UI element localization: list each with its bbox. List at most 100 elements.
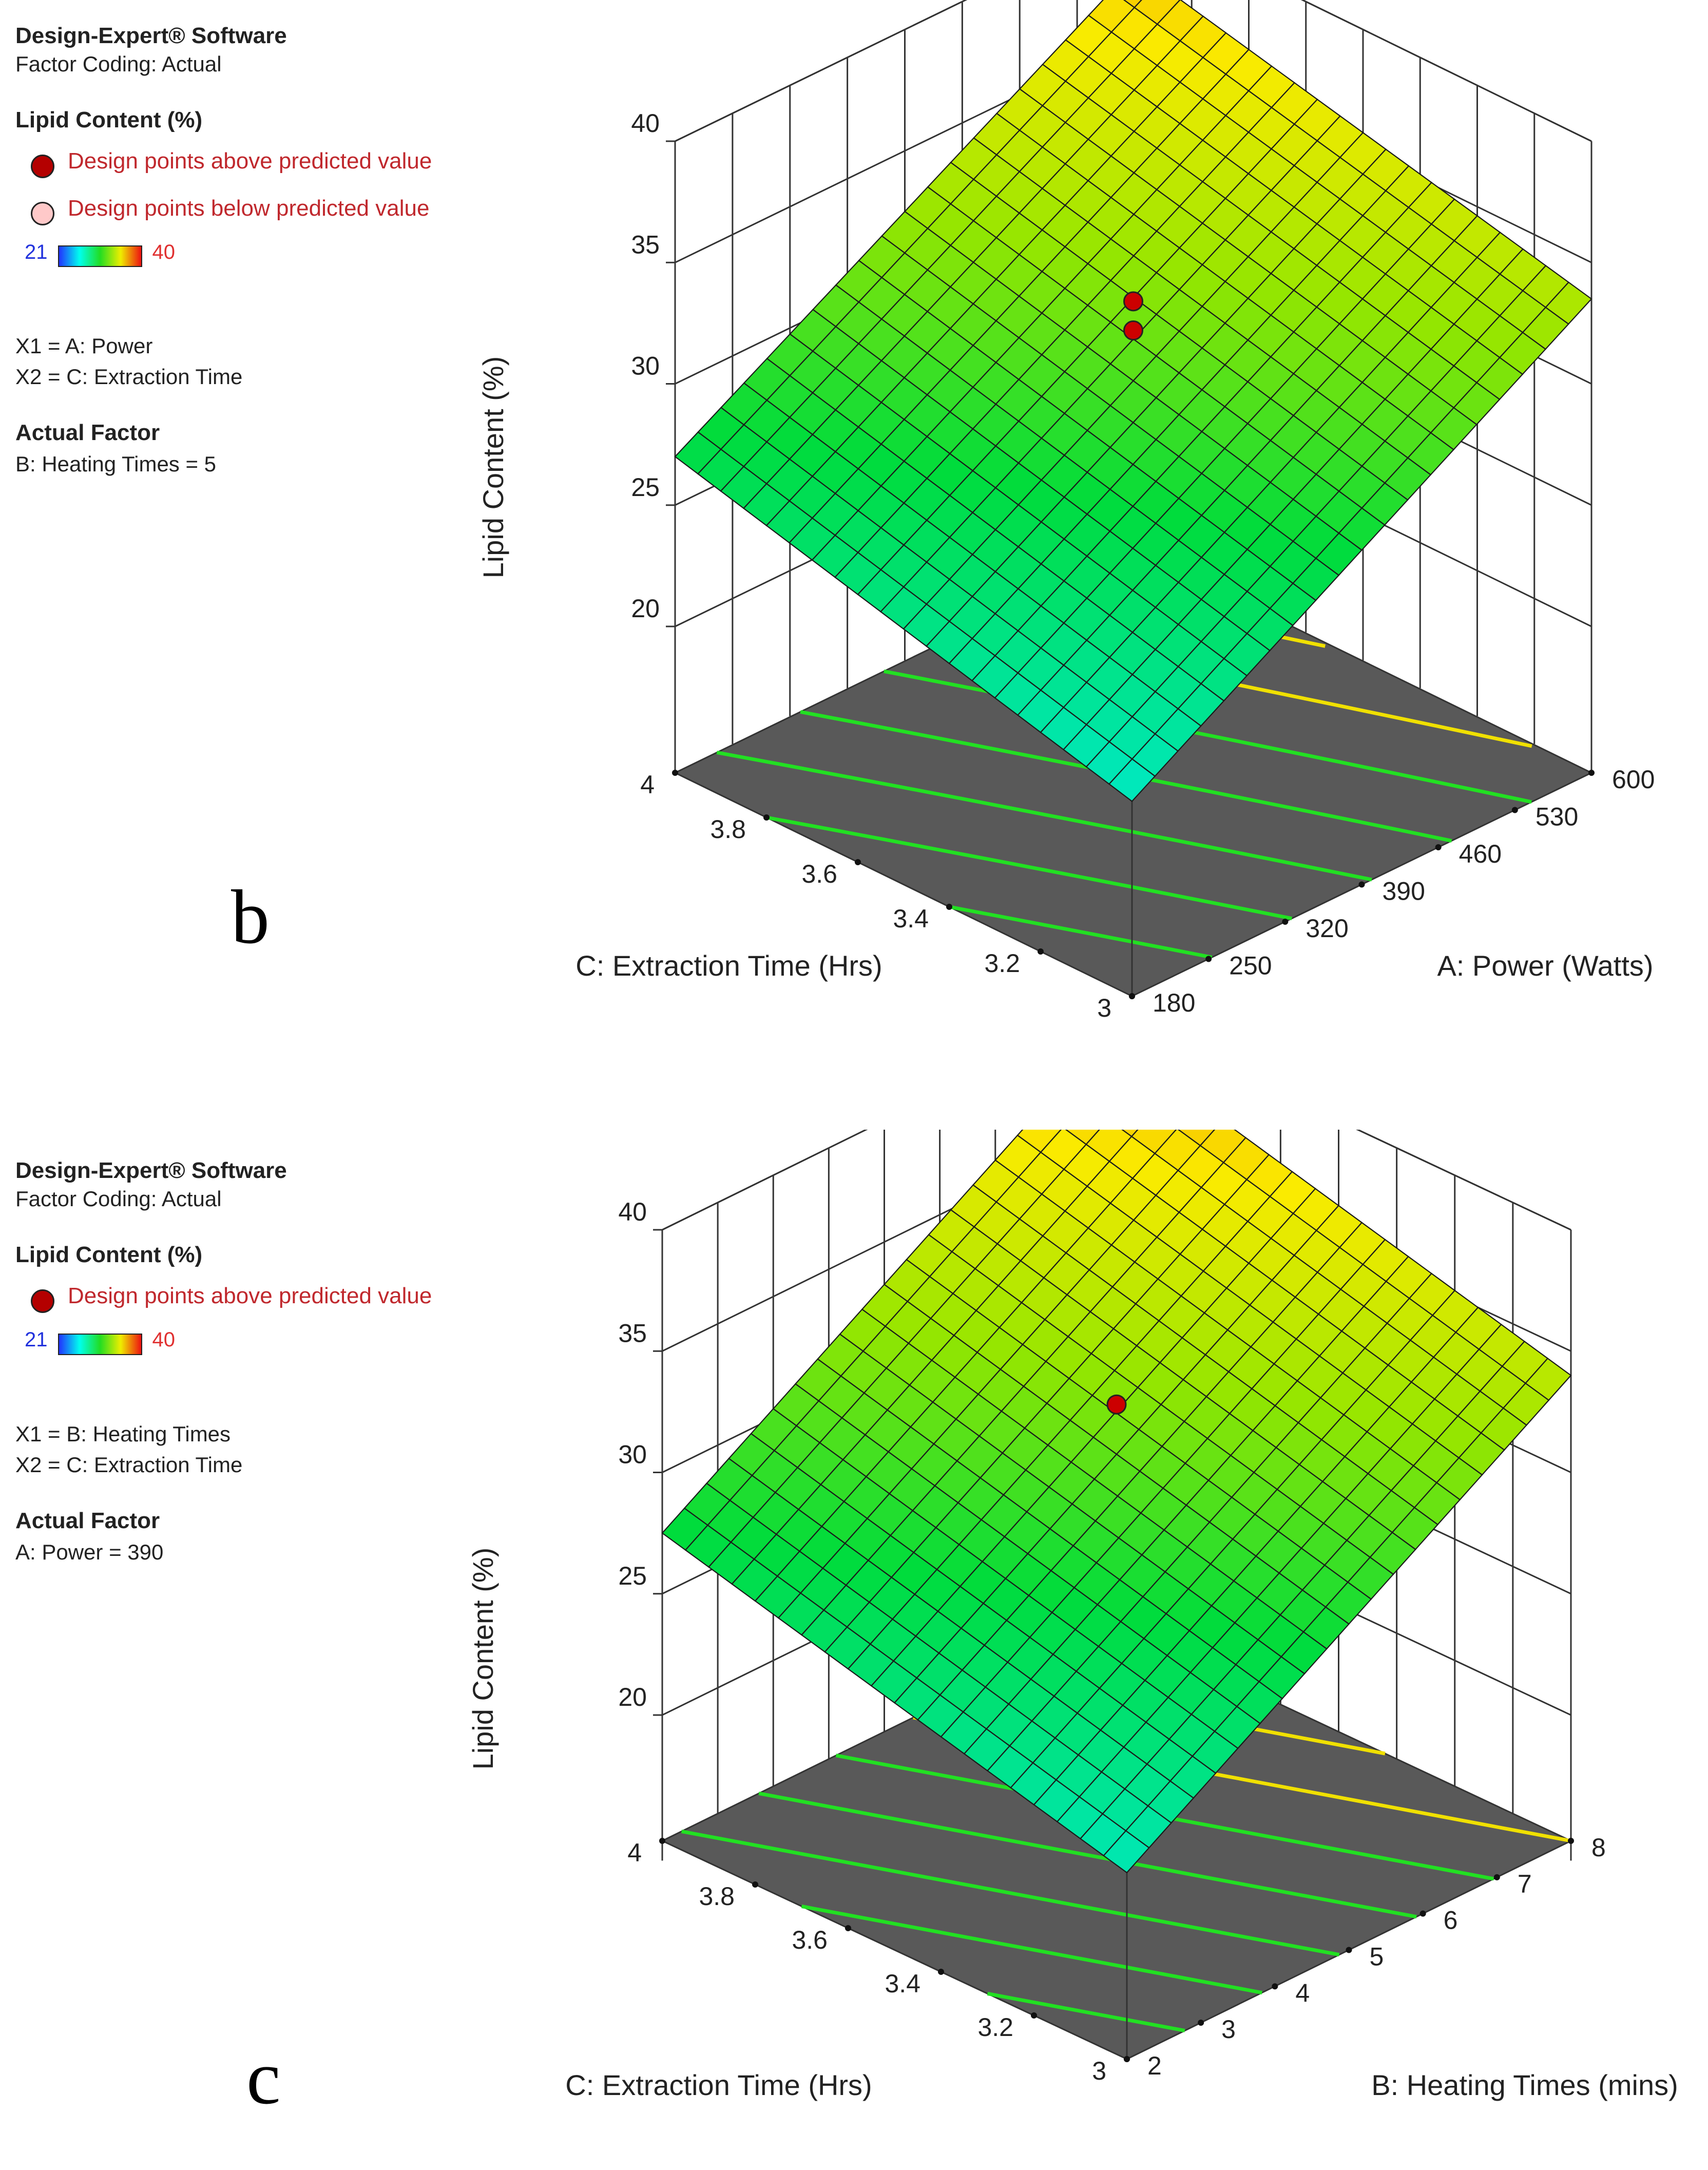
y-tick-label: 3.8 xyxy=(699,1882,735,1911)
z-tick-label: 20 xyxy=(631,594,660,623)
color-scale: 21 40 xyxy=(25,1328,432,1355)
x-tick xyxy=(1568,1838,1574,1844)
z-tick-label: 25 xyxy=(631,473,660,502)
contour-line xyxy=(681,1830,1340,1957)
legend-above-label: Design points above predicted value xyxy=(68,1283,432,1308)
x-tick xyxy=(1493,1874,1500,1880)
contour-line xyxy=(716,751,1372,882)
y-tick-label: 3.6 xyxy=(801,860,837,888)
z-axis-title: Lipid Content (%) xyxy=(467,1548,499,1770)
y-tick xyxy=(938,1969,944,1975)
x-axis-title: B: Heating Times (mins) xyxy=(1371,2069,1678,2101)
y-tick xyxy=(752,1881,758,1888)
surface-cell xyxy=(1121,1130,1139,1137)
wall-top-edge xyxy=(675,0,1592,142)
y-tick xyxy=(659,1838,665,1844)
panel-b: Design-Expert® Software Factor Coding: A… xyxy=(15,0,1655,1022)
x-tick xyxy=(1419,1910,1426,1917)
contour-line xyxy=(801,1905,1262,1995)
surface-cell xyxy=(1108,758,1156,802)
z-tick-label: 30 xyxy=(631,352,660,380)
x-tick xyxy=(1205,956,1212,962)
x2-label: X2 = C: Extraction Time xyxy=(15,365,243,389)
y-tick xyxy=(855,859,861,865)
actual-factor: A: Power = 390 xyxy=(15,1539,164,1564)
legend-below-label: Design points below predicted value xyxy=(68,195,430,221)
x-tick-label: 3 xyxy=(1221,2015,1236,2044)
color-scale: 21 40 xyxy=(25,241,432,268)
x-tick-label: 180 xyxy=(1153,988,1195,1017)
x-tick-label: 2 xyxy=(1147,2051,1162,2080)
y-tick-label: 4 xyxy=(627,1838,642,1867)
x-tick xyxy=(1198,2020,1204,2026)
z-tick-label: 20 xyxy=(618,1683,647,1711)
y-tick xyxy=(1038,948,1044,955)
surface-cell xyxy=(1123,0,1142,9)
color-max: 40 xyxy=(152,240,176,263)
color-gradient xyxy=(57,1333,142,1355)
x-tick xyxy=(1272,1983,1278,1990)
x-tick xyxy=(1358,881,1365,888)
x-tick-label: 600 xyxy=(1612,765,1655,794)
legend-above: Design points above predicted value xyxy=(31,1283,432,1313)
y-tick-label: 3.8 xyxy=(710,815,746,844)
x-tick-label: 6 xyxy=(1444,1906,1458,1935)
x2-label: X2 = C: Extraction Time xyxy=(15,1452,243,1477)
contour-line xyxy=(766,815,1292,921)
z-tick-label: 30 xyxy=(618,1440,647,1469)
y-tick xyxy=(763,814,770,821)
x-tick xyxy=(1346,1947,1352,1953)
y-tick xyxy=(672,770,678,776)
x-tick xyxy=(1435,844,1442,850)
x-tick-label: 250 xyxy=(1229,951,1272,980)
actual-factor-title: Actual Factor xyxy=(15,1508,160,1533)
legend-b: Design-Expert® Software Factor Coding: A… xyxy=(15,23,432,477)
software-name: Design-Expert® Software xyxy=(15,1158,287,1183)
x-tick xyxy=(1588,770,1595,776)
design-point xyxy=(1106,1394,1127,1415)
z-tick-label: 35 xyxy=(618,1319,647,1347)
y-tick xyxy=(845,1925,851,1931)
x-tick-label: 4 xyxy=(1295,1978,1310,2007)
dot-below-icon xyxy=(31,201,54,225)
y-tick-label: 3.2 xyxy=(977,2013,1013,2042)
wall-top-edge xyxy=(662,1130,1571,1231)
y-tick-label: 4 xyxy=(640,770,655,799)
surface-plot-b: 20 25 30 35 40 180 250 320 390 460 530 600 3 3.2 3.4 3.… xyxy=(477,0,1655,1022)
panel-c: Design-Expert® Software Factor Coding: A… xyxy=(0,1130,1708,2170)
panel-letter-c: c xyxy=(246,2035,281,2120)
x-tick-label: 320 xyxy=(1306,914,1348,943)
y-tick xyxy=(1129,993,1135,999)
y-axis-title: C: Extraction Time (Hrs) xyxy=(575,949,882,982)
color-max: 40 xyxy=(152,1328,176,1351)
color-min: 21 xyxy=(25,240,48,263)
dot-above-icon xyxy=(31,1289,54,1313)
y-tick-label: 3 xyxy=(1092,2057,1106,2085)
x-tick xyxy=(1282,919,1289,925)
x-tick-label: 530 xyxy=(1536,803,1578,831)
legend-above: Design points above predicted value xyxy=(31,148,432,178)
surface-cell xyxy=(1103,1830,1150,1874)
color-min: 21 xyxy=(25,1328,48,1351)
legend-above-label: Design points above predicted value xyxy=(68,148,432,174)
z-tick-label: 25 xyxy=(618,1562,647,1590)
z-tick-label: 40 xyxy=(618,1197,647,1226)
dot-above-icon xyxy=(31,154,54,178)
contour-line xyxy=(987,1992,1185,2033)
z-tick-label: 40 xyxy=(631,109,660,138)
software-name: Design-Expert® Software xyxy=(15,23,287,48)
y-tick-label: 3.4 xyxy=(885,1969,920,1998)
design-point xyxy=(1123,291,1143,312)
contour-line xyxy=(949,905,1213,959)
x-tick-label: 5 xyxy=(1370,1943,1384,1971)
factor-coding: Factor Coding: Actual xyxy=(15,52,222,76)
x-tick-label: 460 xyxy=(1459,840,1502,868)
y-tick-label: 3.4 xyxy=(893,904,929,933)
legend-below: Design points below predicted value xyxy=(31,196,432,225)
y-tick-label: 3.6 xyxy=(792,1926,828,1954)
y-axis-title: C: Extraction Time (Hrs) xyxy=(565,2069,872,2101)
x1-label: X1 = A: Power xyxy=(15,334,153,358)
y-tick xyxy=(1031,2012,1037,2019)
x-tick-label: 390 xyxy=(1383,877,1425,906)
legend-c: Design-Expert® Software Factor Coding: A… xyxy=(15,1158,432,1565)
